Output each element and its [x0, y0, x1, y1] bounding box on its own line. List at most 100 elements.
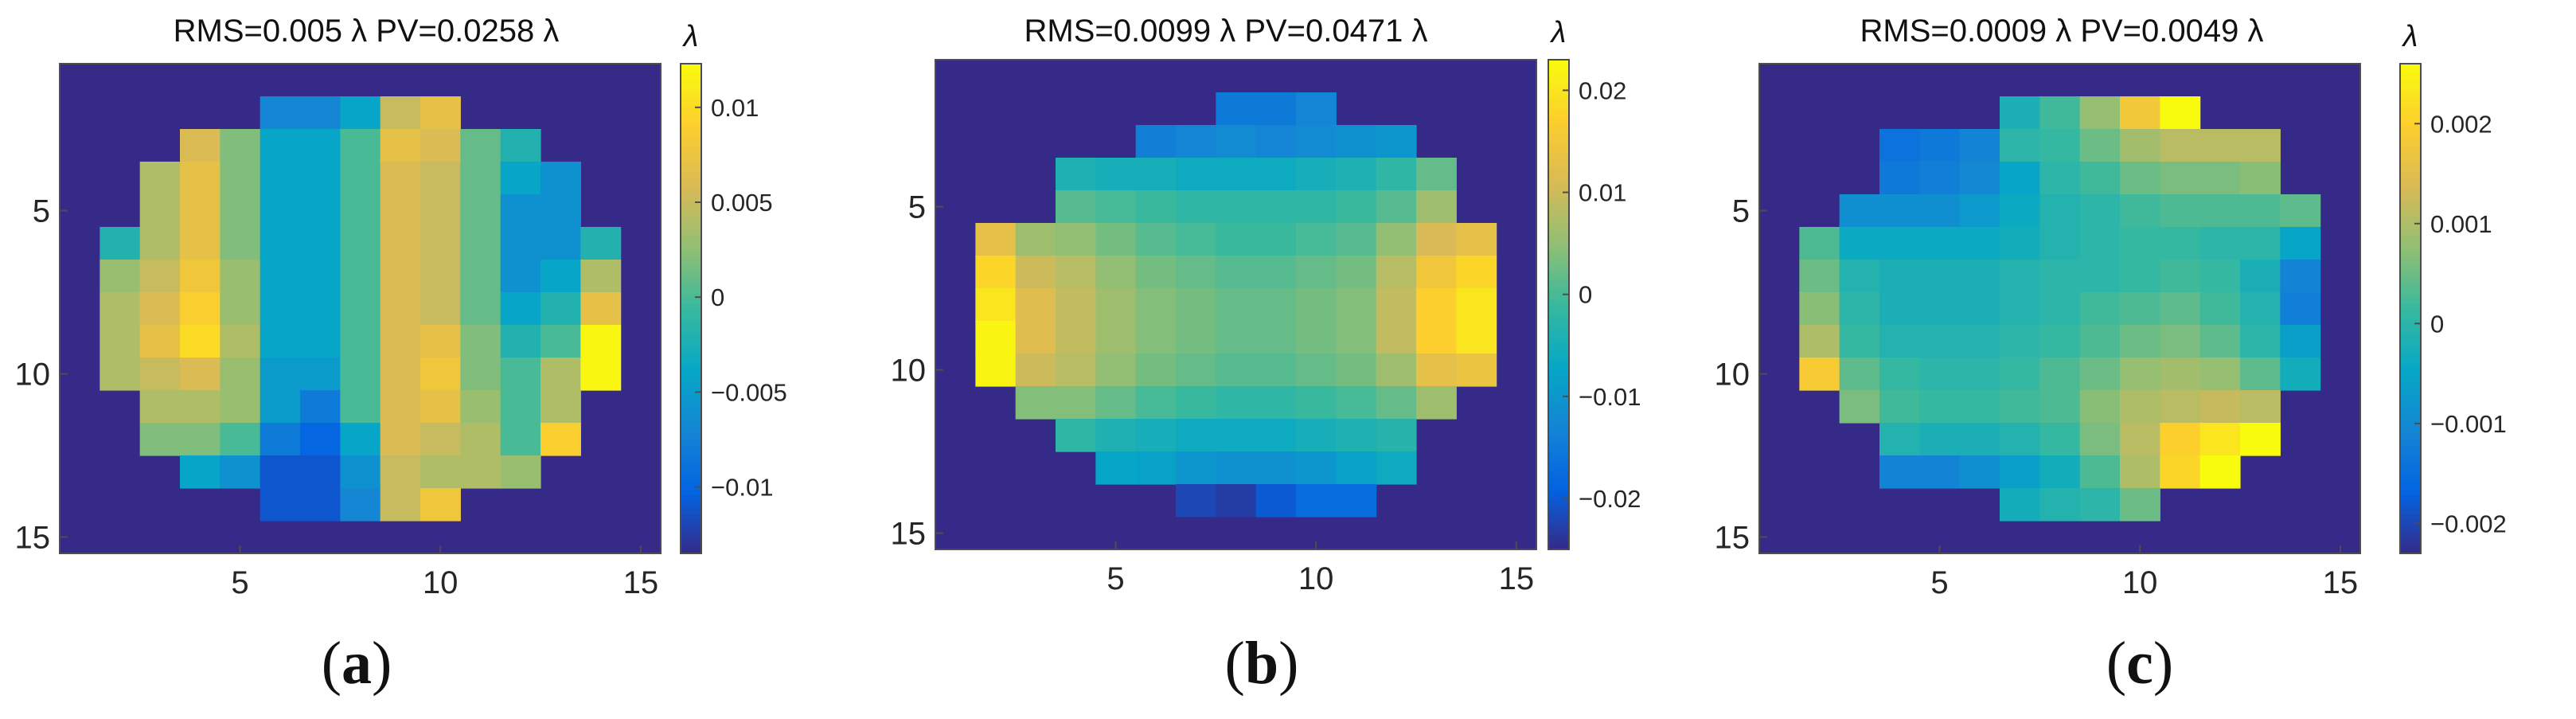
- heatmap-cell: [340, 325, 381, 358]
- heatmap-cell: [1216, 419, 1257, 452]
- heatmap-cell: [2039, 194, 2081, 228]
- colorbar-segment: [1548, 118, 1569, 124]
- heatmap-cell: [139, 390, 181, 424]
- heatmap-cell: [2000, 292, 2040, 326]
- colorbar-segment: [681, 420, 701, 427]
- x-tick-label: 5: [231, 565, 248, 600]
- colorbar-segment: [2400, 244, 2421, 251]
- heatmap-cell: [1056, 256, 1096, 289]
- heatmap-cell: [300, 162, 341, 195]
- colorbar-segment: [1548, 343, 1569, 350]
- heatmap-cell: [220, 390, 261, 424]
- heatmap-cell: [340, 260, 381, 293]
- heatmap-cell: [1879, 292, 1920, 326]
- heatmap-cell: [180, 325, 221, 358]
- colorbar-segment: [681, 470, 701, 476]
- heatmap-cell: [2039, 129, 2081, 162]
- colorbar-segment: [681, 313, 701, 319]
- colorbar-segment: [1548, 295, 1569, 300]
- colorbar-segment: [2400, 543, 2421, 549]
- colorbar-label: λ: [2402, 20, 2418, 53]
- heatmap-cell: [300, 260, 341, 293]
- heatmap-cell: [420, 423, 461, 456]
- colorbar-segment: [2400, 338, 2421, 344]
- heatmap-cell: [2160, 390, 2201, 424]
- heatmap-cell: [500, 227, 541, 260]
- heatmap-cell: [2280, 227, 2321, 260]
- colorbar-segment: [681, 244, 701, 251]
- heatmap-cell: [1135, 190, 1177, 224]
- colorbar-segment: [2400, 142, 2421, 148]
- heatmap-cell: [340, 390, 381, 424]
- colorbar-tick-label: 0: [2430, 310, 2444, 338]
- colorbar-segment: [681, 308, 701, 315]
- heatmap-cell: [1336, 190, 1377, 224]
- heatmap-cell: [1879, 260, 1920, 293]
- colorbar-segment: [2400, 490, 2421, 495]
- colorbar-segment: [681, 445, 701, 451]
- heatmap-cell: [2079, 194, 2121, 228]
- heatmap-cell: [2120, 227, 2160, 260]
- colorbar-segment: [681, 142, 701, 148]
- heatmap-cell: [2039, 162, 2081, 195]
- heatmap-cell: [1799, 358, 1840, 391]
- heatmap-cell: [1216, 354, 1257, 387]
- colorbar-segment: [681, 225, 701, 231]
- heatmap-cell: [1255, 419, 1297, 452]
- heatmap-cell: [2280, 358, 2321, 391]
- heatmap-cell: [1216, 484, 1257, 518]
- heatmap-cell: [1176, 354, 1216, 387]
- heatmap-cell: [1839, 292, 1880, 326]
- heatmap-cell: [260, 194, 301, 228]
- colorbar-segment: [2400, 367, 2421, 373]
- heatmap-cell: [260, 390, 301, 424]
- heatmap-cell: [500, 390, 541, 424]
- colorbar-segment: [681, 548, 701, 554]
- heatmap-cell: [1056, 223, 1096, 256]
- colorbar-segment: [681, 499, 701, 506]
- heatmap-cell: [580, 358, 622, 391]
- x-tick-label: 5: [1107, 561, 1124, 596]
- panel-a-letter: a: [342, 630, 372, 697]
- heatmap-cell: [139, 423, 181, 456]
- colorbar-segment: [2400, 162, 2421, 167]
- heatmap-cell: [1456, 223, 1497, 256]
- colorbar-segment: [2400, 299, 2421, 304]
- colorbar-segment: [681, 103, 701, 108]
- colorbar-segment: [681, 107, 701, 114]
- colorbar-tick-label: −0.01: [1579, 383, 1641, 411]
- colorbar-segment: [681, 333, 701, 338]
- colorbar-segment: [1548, 486, 1569, 491]
- colorbar-segment: [2400, 103, 2421, 108]
- heatmap-cell: [1095, 223, 1137, 256]
- heatmap-cell: [1959, 358, 2000, 391]
- colorbar-segment: [1548, 211, 1569, 217]
- heatmap-cell: [1176, 125, 1216, 158]
- colorbar-segment: [1548, 250, 1569, 256]
- chart-title: RMS=0.005 λ PV=0.0258 λ: [174, 14, 560, 49]
- heatmap-cell: [1879, 227, 1920, 260]
- colorbar-segment: [681, 533, 701, 540]
- heatmap-cell: [1336, 451, 1377, 485]
- heatmap-cell: [2240, 260, 2281, 293]
- heatmap-cell: [2039, 423, 2081, 456]
- heatmap-cell: [500, 162, 541, 195]
- heatmap-cell: [1376, 288, 1417, 322]
- colorbar-segment: [681, 342, 701, 349]
- colorbar-segment: [1548, 60, 1569, 65]
- heatmap-cell: [180, 292, 221, 326]
- colorbar-segment: [1548, 397, 1569, 404]
- heatmap-cell: [2120, 358, 2160, 391]
- colorbar-tick-label: −0.02: [1579, 485, 1641, 513]
- heatmap-cell: [1919, 194, 1961, 228]
- heatmap-cell: [1919, 390, 1961, 424]
- colorbar-segment: [2400, 269, 2421, 275]
- heatmap-cell: [380, 227, 421, 260]
- heatmap-cell: [260, 325, 301, 358]
- heatmap-cell: [460, 292, 502, 326]
- colorbar-segment: [681, 367, 701, 373]
- heatmap-cell: [1216, 256, 1257, 289]
- heatmap-cell: [340, 96, 381, 130]
- colorbar-segment: [681, 210, 701, 217]
- colorbar-segment: [2400, 386, 2421, 393]
